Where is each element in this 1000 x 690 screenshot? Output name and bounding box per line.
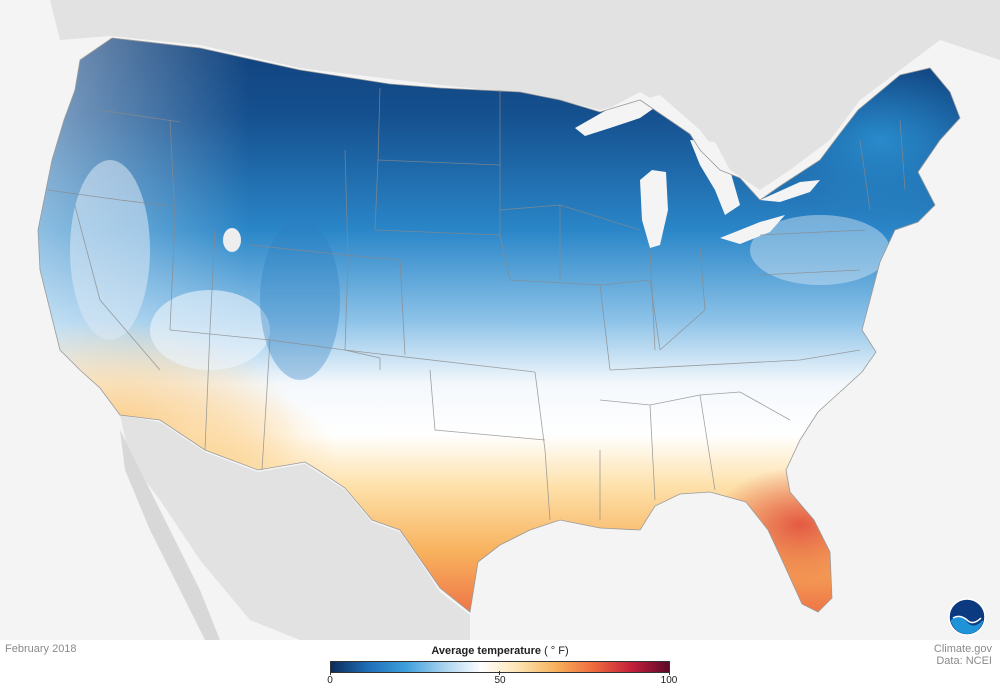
- baja-peninsula: [120, 430, 220, 640]
- noaa-logo: [948, 598, 986, 636]
- credit-data: Data: NCEI: [936, 655, 992, 667]
- legend-title-text: Average temperature: [431, 645, 541, 657]
- great-lakes: [575, 92, 820, 248]
- temperature-map: [0, 0, 1000, 640]
- state-borders: [47, 87, 906, 521]
- legend-tick-100: 100: [660, 675, 678, 686]
- legend-tickmark-100: [669, 671, 670, 675]
- legend-color-bar: [330, 661, 670, 673]
- credit-site: Climate.gov: [933, 643, 992, 655]
- legend-tick-50: 50: [494, 675, 506, 686]
- canada-landmass: [0, 0, 1000, 190]
- legend-tickmark-0: [330, 671, 331, 675]
- date-label: February 2018: [5, 643, 77, 655]
- legend-unit: ( ° F): [544, 645, 569, 657]
- mexico-landmass: [120, 415, 470, 640]
- map-footer: February 2018 Average temperature ( ° F)…: [0, 640, 1000, 690]
- legend-tick-0: 0: [327, 675, 333, 686]
- legend-tickmark-50: [499, 671, 500, 675]
- map-svg: [0, 0, 1000, 640]
- great-salt-lake: [223, 228, 241, 252]
- legend-title: Average temperature ( ° F): [330, 645, 670, 657]
